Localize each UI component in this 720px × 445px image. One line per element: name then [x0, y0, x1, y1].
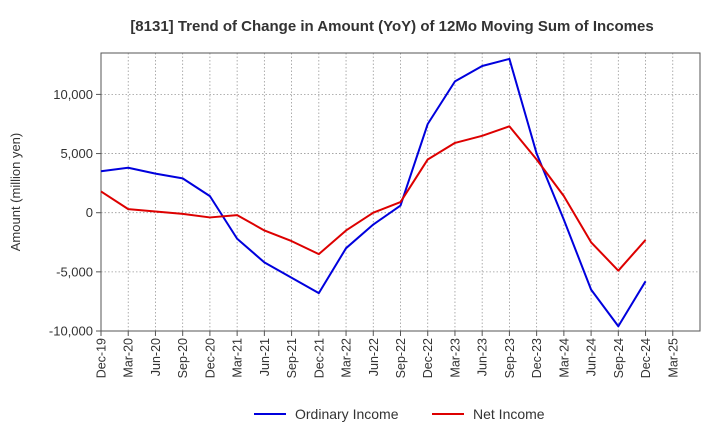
x-tick-label: Jun-23 [476, 338, 490, 376]
x-tick-label: Jun-21 [258, 338, 272, 376]
x-tick-label: Dec-24 [639, 338, 653, 378]
series-line-net-income [100, 125, 647, 272]
x-tick-label: Dec-20 [203, 338, 217, 378]
x-tick-label: Jun-22 [367, 338, 381, 376]
x-tick-label: Dec-23 [530, 338, 544, 378]
series-lines [100, 57, 647, 328]
x-tick-label: Mar-20 [122, 338, 136, 378]
legend-label-ordinary-income: Ordinary Income [295, 406, 399, 422]
y-axis-label: Amount (million yen) [8, 133, 23, 252]
x-tick-label: Mar-21 [231, 338, 245, 378]
legend: Ordinary Income Net Income [254, 406, 545, 422]
x-tick-label: Mar-24 [557, 338, 571, 378]
x-tick-label: Sep-22 [394, 338, 408, 378]
chart-title: [8131] Trend of Change in Amount (YoY) o… [130, 18, 653, 35]
x-tick-label: Mar-23 [448, 338, 462, 378]
x-tick-label: Sep-21 [285, 338, 299, 378]
x-tick-label: Dec-22 [421, 338, 435, 378]
x-tick-label: Dec-19 [95, 338, 109, 378]
y-tick-label: -5,000 [56, 264, 93, 279]
axes: -10,000 -5,000 0 5,000 10,000 Dec-19 Mar-20 Jun… [49, 52, 701, 378]
x-tick-label: Dec-21 [312, 338, 326, 378]
x-tick-label: Mar-22 [340, 338, 354, 378]
x-tick-label: Sep-20 [176, 338, 190, 378]
y-tick-label: -10,000 [49, 324, 93, 339]
x-tick-label: Sep-24 [612, 338, 626, 378]
y-tick-label: 0 [86, 205, 93, 220]
grid [101, 53, 700, 332]
legend-label-net-income: Net Income [473, 406, 545, 422]
y-tick-label: 5,000 [60, 146, 93, 161]
plot-frame [100, 52, 701, 332]
x-tick-label: Jun-20 [149, 338, 163, 376]
x-tick-label: Mar-25 [666, 338, 680, 378]
x-tick-label: Jun-24 [585, 338, 599, 376]
series-line-ordinary-income [100, 57, 647, 328]
x-tick-label: Sep-23 [503, 338, 517, 378]
y-tick-label: 10,000 [53, 87, 93, 102]
